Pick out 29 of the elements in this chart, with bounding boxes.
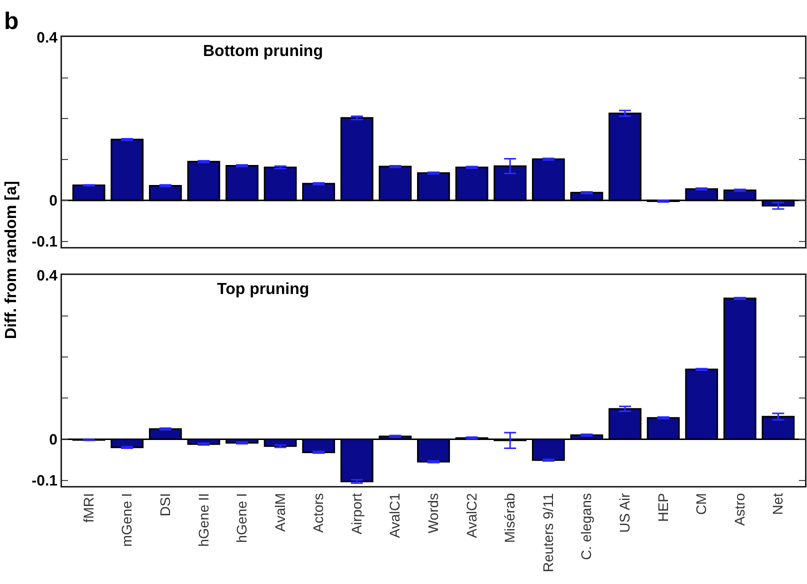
- y-tick-label: 0: [49, 192, 58, 210]
- x-tick-label: fMRI: [80, 493, 96, 523]
- x-tick-label: Airport: [348, 492, 364, 534]
- chart-title: Top pruning: [217, 281, 310, 298]
- x-tick-label: mGene I: [118, 493, 135, 547]
- x-tick-label: DSI: [156, 493, 173, 516]
- y-tick-label: -0.1: [32, 472, 58, 490]
- x-tick-label: hGene I: [234, 493, 250, 543]
- x-tick-label: AvalC2: [463, 492, 480, 538]
- x-tick-label: C. elegans: [578, 493, 594, 560]
- x-tick-label: hGene II: [195, 493, 212, 547]
- x-tick-label: Actors: [310, 493, 326, 533]
- x-tick-label: Misérab: [502, 492, 518, 543]
- x-tick-label: HEP: [654, 493, 671, 522]
- x-tick-label: Words: [425, 493, 442, 534]
- x-tick-label: CM: [693, 493, 710, 515]
- y-tick-label: 0.4: [36, 267, 58, 284]
- y-axis-title: Diff. from random [a]: [2, 180, 21, 342]
- y-tick-label: 0.4: [36, 29, 58, 46]
- x-tick-label: Net: [770, 493, 786, 515]
- y-tick-label: -0.1: [32, 234, 58, 251]
- x-tick-label: AvalM: [272, 493, 288, 532]
- x-tick-label: AvalC1: [386, 492, 403, 538]
- x-tick-label: Astro: [731, 492, 748, 526]
- x-tick-label: Reuters 9/11: [540, 492, 556, 572]
- text: b: [4, 8, 19, 36]
- x-tick-label: US Air: [616, 492, 633, 533]
- y-tick-label: 0: [49, 431, 58, 448]
- chart-title: Bottom pruning: [203, 43, 323, 60]
